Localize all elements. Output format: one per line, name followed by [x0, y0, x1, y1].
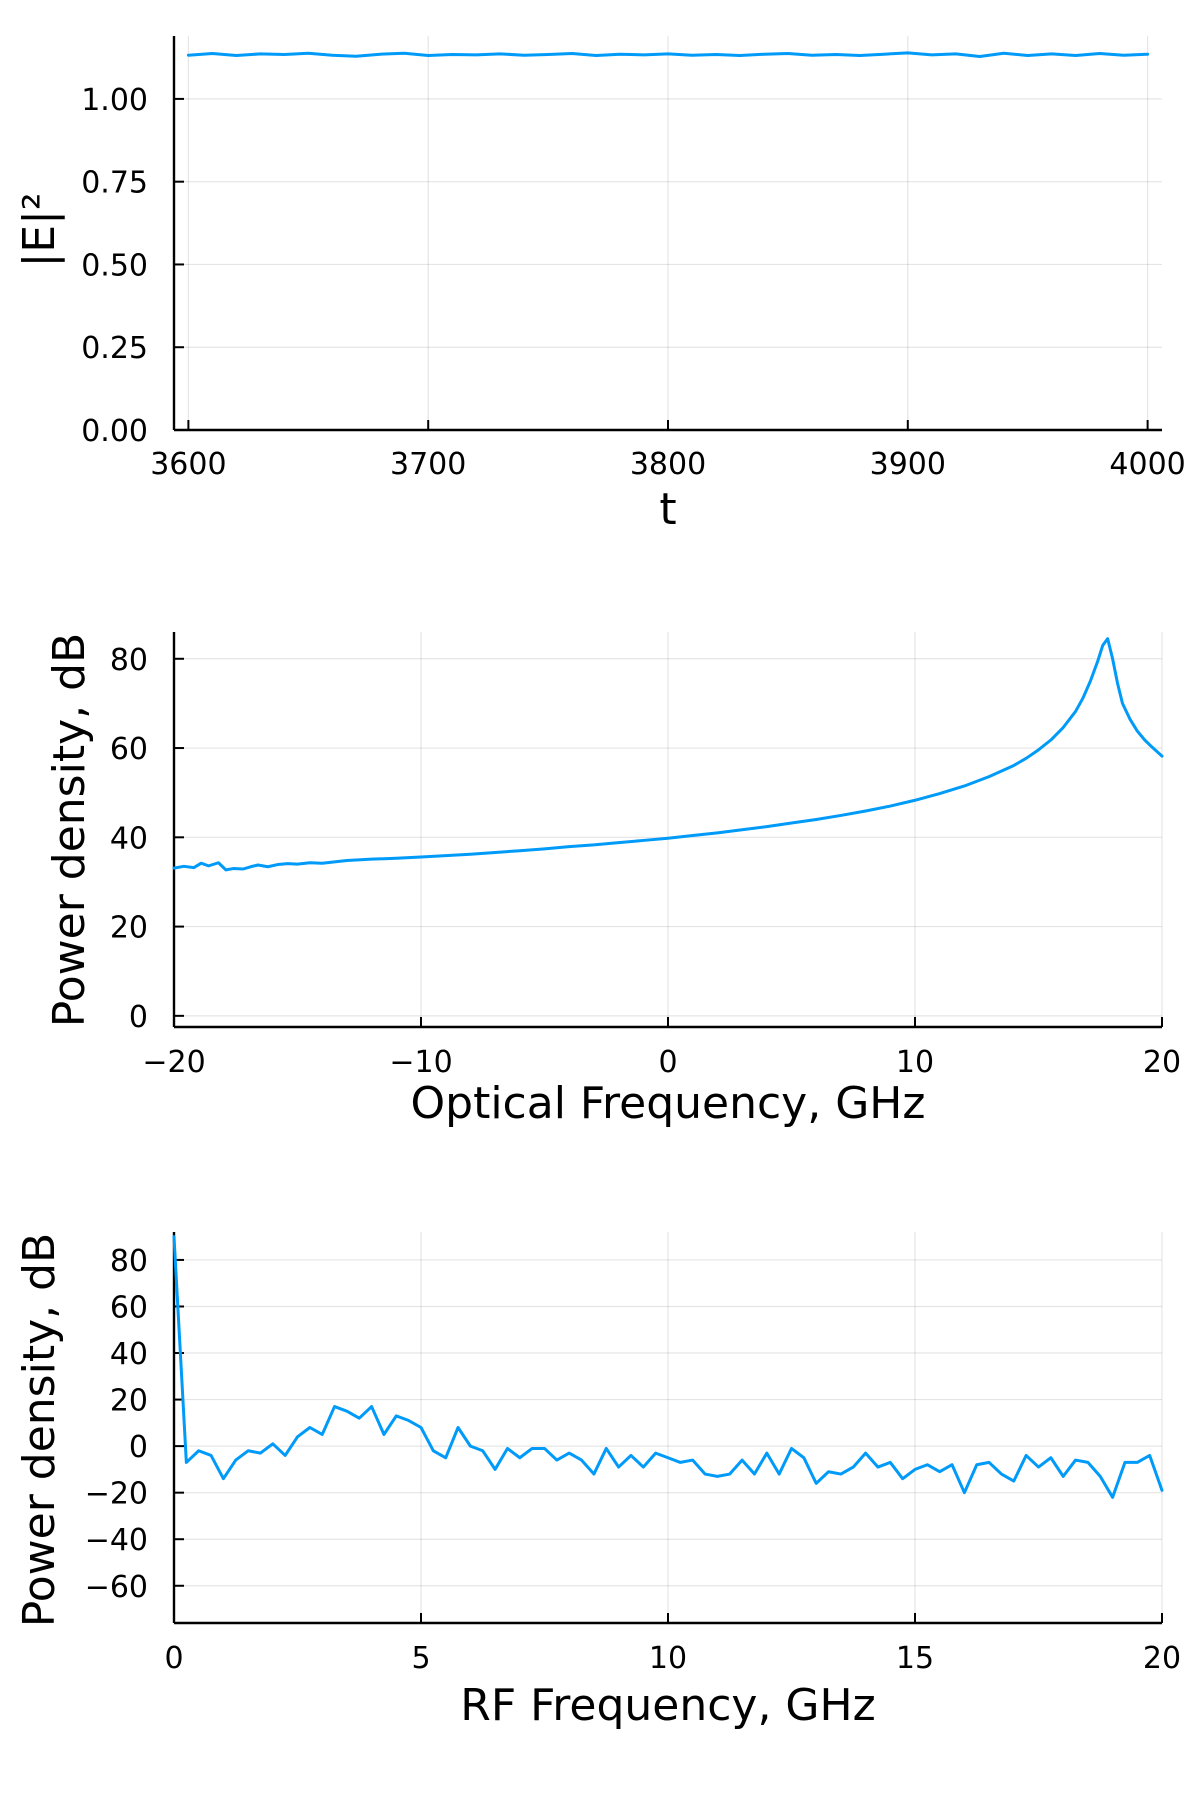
y-tick-label: −40: [85, 1523, 148, 1558]
optical-spectrum-chart: −20 −10 0 10 20 0 20 40 60 80 Optical Frequency, G…: [44, 632, 1181, 1129]
x-axis-title: RF Frequency, GHz: [460, 1680, 875, 1731]
y-tick-label: 0.25: [81, 331, 148, 366]
y-axis-title: |E|²: [14, 192, 65, 267]
y-tick-label: 80: [110, 1244, 148, 1279]
x-axis-title: Optical Frequency, GHz: [411, 1078, 926, 1129]
x-tick-label: 3900: [870, 447, 946, 482]
y-tick-label: 60: [110, 1290, 148, 1325]
y-tick-label: 20: [110, 1384, 148, 1419]
x-tick-label: 3700: [390, 447, 466, 482]
rf-spectrum-chart: 0 5 10 15 20 −60 −40 −20 0 20 40 60 80 RF Frequency, …: [14, 1232, 1181, 1731]
x-axis-title: t: [659, 484, 676, 535]
x-tick-label: 3800: [630, 447, 706, 482]
x-tick-label: 10: [896, 1045, 934, 1080]
y-tick-label: 0.00: [81, 414, 148, 449]
x-tick-label: 20: [1143, 1641, 1181, 1676]
y-tick-label: 20: [110, 911, 148, 946]
x-tick-label: 4000: [1109, 447, 1185, 482]
x-tick-label: 0: [164, 1641, 183, 1676]
y-tick-label: 40: [110, 1337, 148, 1372]
y-tick-label: −60: [85, 1570, 148, 1605]
y-tick-label: 0: [129, 1430, 148, 1465]
x-tick-label: 10: [649, 1641, 687, 1676]
x-tick-label: 5: [411, 1641, 430, 1676]
y-tick-label: 40: [110, 821, 148, 856]
x-tick-label: −20: [142, 1045, 205, 1080]
y-axis-title: Power density, dB: [14, 1233, 65, 1627]
x-tick-label: 15: [896, 1641, 934, 1676]
y-tick-label: 0.50: [81, 248, 148, 283]
y-tick-label: 0: [129, 1000, 148, 1035]
series-line: [172, 637, 1164, 872]
y-tick-label: 60: [110, 732, 148, 767]
y-tick-label: 0.75: [81, 166, 148, 201]
series-line: [172, 1235, 1164, 1499]
y-axis-title: Power density, dB: [44, 633, 95, 1027]
x-tick-label: −10: [389, 1045, 452, 1080]
x-tick-label: 20: [1143, 1045, 1181, 1080]
y-tick-label: 1.00: [81, 83, 148, 118]
series-line: [186, 51, 1150, 59]
y-tick-label: −20: [85, 1477, 148, 1512]
x-tick-label: 3600: [150, 447, 226, 482]
intensity-time-chart: 3600 3700 3800 3900 4000 0.00 0.25 0.50 0.75 1.00…: [14, 36, 1186, 535]
x-tick-label: 0: [658, 1045, 677, 1080]
y-tick-label: 80: [110, 643, 148, 678]
